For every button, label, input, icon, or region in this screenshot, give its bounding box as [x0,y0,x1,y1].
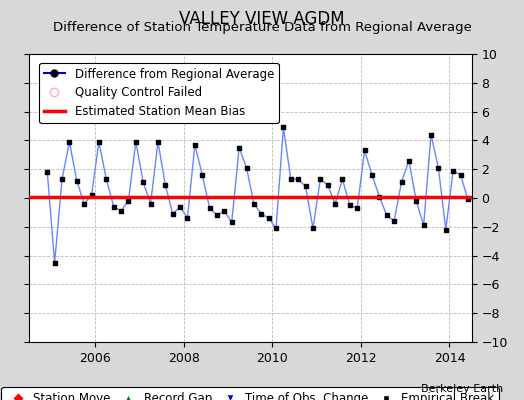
Point [88,192,96,198]
Point [456,172,465,178]
Point [110,204,118,210]
Point [309,225,317,232]
Point [220,208,228,214]
Point [161,182,170,188]
Point [58,176,66,182]
Point [213,212,221,218]
Point [183,215,192,221]
Point [250,200,258,207]
Point [227,219,236,226]
Point [205,205,214,211]
Point [397,179,406,185]
Point [353,205,362,211]
Text: Berkeley Earth: Berkeley Earth [421,384,503,394]
Point [132,139,140,145]
Point [124,198,133,204]
Point [242,164,250,171]
Point [434,164,443,171]
Point [346,202,354,208]
Point [272,225,280,232]
Point [471,195,479,201]
Point [323,182,332,188]
Point [419,222,428,228]
Point [43,169,51,175]
Point [390,218,398,224]
Point [464,196,472,203]
Point [383,212,391,218]
Point [412,198,420,204]
Point [331,200,339,207]
Point [73,178,81,184]
Point [235,144,243,151]
Text: Difference of Station Temperature Data from Regional Average: Difference of Station Temperature Data f… [52,21,472,34]
Point [139,179,147,185]
Point [95,139,103,145]
Point [191,142,199,148]
Point [169,211,177,217]
Point [154,139,162,145]
Point [65,139,73,145]
Point [449,168,457,174]
Point [368,172,376,178]
Point [102,176,111,182]
Point [405,157,413,164]
Point [80,200,89,207]
Point [117,208,125,214]
Point [287,176,295,182]
Point [301,183,310,190]
Point [146,200,155,207]
Point [442,226,450,233]
Point [427,132,435,138]
Text: VALLEY VIEW AGDM: VALLEY VIEW AGDM [179,10,345,28]
Point [339,176,347,182]
Point [176,204,184,210]
Point [50,260,59,266]
Point [198,172,206,178]
Point [294,176,302,182]
Point [361,147,369,154]
Point [279,124,288,131]
Legend: Station Move, Record Gap, Time of Obs. Change, Empirical Break: Station Move, Record Gap, Time of Obs. C… [1,387,499,400]
Point [265,215,273,221]
Point [375,193,384,200]
Point [257,211,266,217]
Point [316,176,324,182]
